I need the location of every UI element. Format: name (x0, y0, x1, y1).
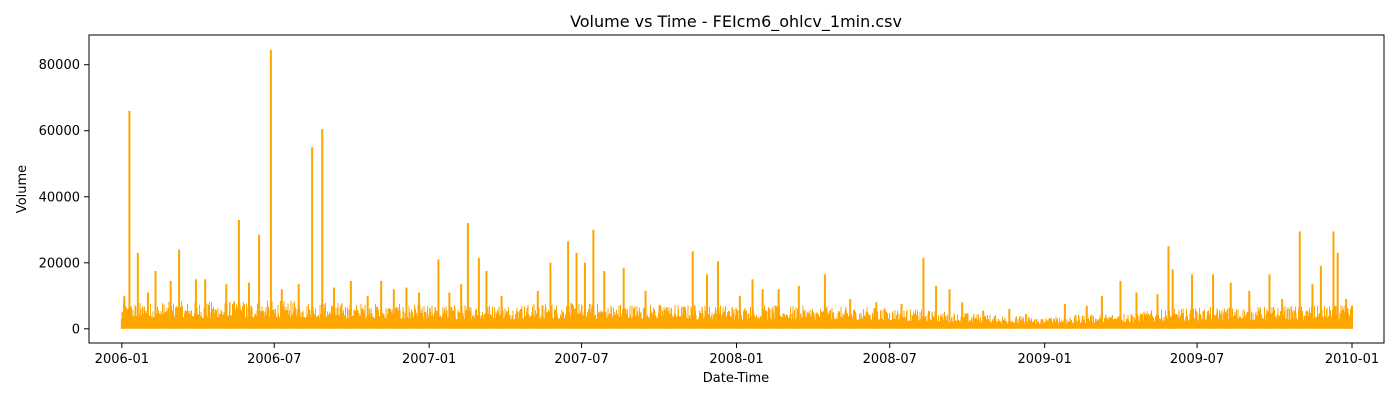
volume-series-group (120, 49, 1354, 329)
x-tick-label: 2008-07 (863, 352, 917, 367)
y-axis: 0 20000 40000 60000 80000 (39, 58, 89, 337)
x-tick-label: 2010-01 (1325, 352, 1379, 367)
y-tick-label: 80000 (39, 58, 80, 73)
y-tick-label: 60000 (39, 124, 80, 139)
plot-frame (88, 34, 1385, 344)
x-tick-label: 2006-07 (247, 352, 301, 367)
x-tick-label: 2007-07 (554, 352, 608, 367)
x-tick-label: 2009-07 (1170, 352, 1224, 367)
x-axis: 2006-01 2006-07 2007-01 2007-07 2008-01 2008-… (95, 343, 1379, 367)
y-tick-label: 0 (72, 322, 80, 337)
y-tick-label: 40000 (39, 190, 80, 205)
x-axis-title: Date-Time (703, 371, 769, 386)
x-tick-label: 2007-01 (402, 352, 456, 367)
x-tick-label: 2006-01 (95, 352, 149, 367)
chart-title: Volume vs Time - FEIcm6_ohlcv_1min.csv (570, 12, 902, 32)
y-tick-label: 20000 (39, 256, 80, 271)
y-axis-title: Volume (15, 165, 30, 213)
x-tick-label: 2008-01 (709, 352, 763, 367)
x-tick-label: 2009-01 (1018, 352, 1072, 367)
